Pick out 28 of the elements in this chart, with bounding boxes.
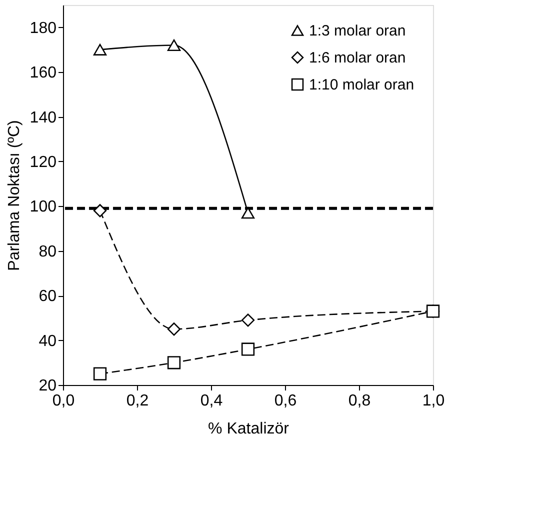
point — [93, 367, 107, 380]
point — [167, 39, 181, 52]
point — [426, 304, 440, 318]
y-tick-label: 180 — [30, 20, 57, 37]
x-tick-label: 0,4 — [200, 392, 223, 410]
x-tick-label: 1,0 — [422, 392, 445, 410]
x-tick-label: 0,6 — [274, 392, 297, 410]
x-tick-label: 0,0 — [52, 392, 75, 410]
point — [241, 342, 255, 356]
x-tick-label: 0,2 — [126, 392, 149, 410]
y-tick-label: 20 — [38, 378, 57, 394]
y-axis-title: Parlama Noktası (ºC) — [6, 120, 23, 271]
y-tick-label: 100 — [30, 198, 57, 216]
y-tick-label: 80 — [38, 243, 57, 260]
point — [93, 44, 107, 56]
y-tick-label: 60 — [38, 288, 57, 306]
point — [167, 356, 181, 370]
point — [241, 314, 255, 327]
y-tick-label: 160 — [30, 64, 57, 82]
y-tick-label: 120 — [30, 154, 57, 171]
point — [241, 207, 255, 219]
legend-label: 1:10 molar oran — [309, 76, 414, 94]
x-tick-label: 0,8 — [348, 392, 371, 410]
y-tick-label: 140 — [30, 109, 57, 126]
x-axis-title: % Katalizör — [208, 420, 290, 438]
legend-label: 1:6 molar oran — [309, 50, 406, 66]
legend-label: 1:3 molar oran — [309, 22, 406, 40]
y-tick-label: 40 — [38, 332, 57, 350]
